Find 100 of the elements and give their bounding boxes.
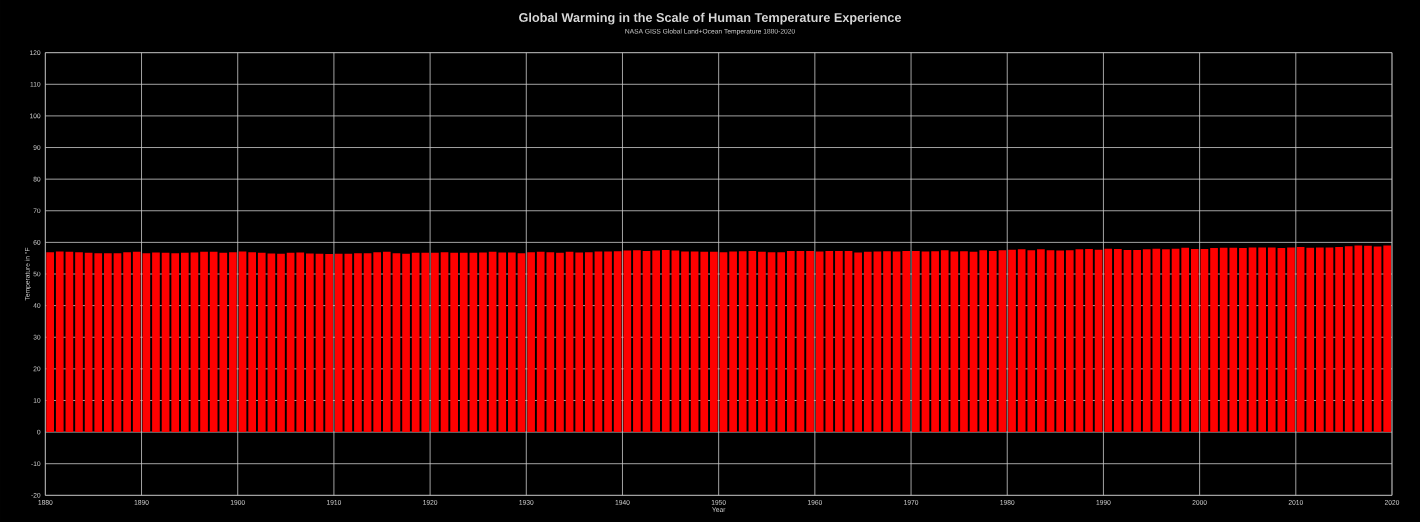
bar xyxy=(459,252,468,433)
bar xyxy=(1056,250,1064,433)
bar xyxy=(758,251,766,433)
bar xyxy=(873,251,882,433)
bar xyxy=(469,252,478,433)
bar xyxy=(960,251,968,433)
bar xyxy=(642,250,651,433)
bar xyxy=(767,252,776,433)
bar xyxy=(1104,248,1113,433)
bar xyxy=(806,250,814,433)
bar xyxy=(1316,247,1324,433)
bar xyxy=(1277,248,1286,433)
bar xyxy=(46,252,54,433)
bar xyxy=(229,252,237,433)
bar xyxy=(835,250,843,433)
bar xyxy=(508,252,516,433)
bar xyxy=(84,252,93,433)
bar xyxy=(796,250,805,433)
bar xyxy=(450,252,458,433)
bar xyxy=(652,250,660,433)
bar xyxy=(354,253,362,433)
bar xyxy=(863,251,872,433)
bar xyxy=(123,252,131,433)
bar xyxy=(1171,248,1180,433)
bar xyxy=(969,251,978,433)
bar xyxy=(931,251,939,433)
bar xyxy=(633,250,641,433)
bar xyxy=(1075,249,1084,433)
bar xyxy=(479,252,487,433)
bar xyxy=(902,250,911,433)
bar xyxy=(912,250,920,433)
bar xyxy=(55,251,64,433)
bar xyxy=(113,253,122,433)
bar xyxy=(440,252,449,433)
bar xyxy=(710,251,718,433)
bar xyxy=(257,252,266,433)
bar xyxy=(1065,250,1074,433)
bar xyxy=(1306,247,1315,433)
bar xyxy=(152,252,160,433)
bar xyxy=(527,252,535,433)
bar xyxy=(180,252,189,433)
bar xyxy=(1287,247,1295,433)
chart-title: Global Warming in the Scale of Human Temperature Experience xyxy=(519,12,902,25)
bar xyxy=(892,251,901,433)
bar xyxy=(171,253,180,433)
bar xyxy=(267,253,276,433)
bar xyxy=(883,251,891,433)
bar xyxy=(315,253,324,433)
bar xyxy=(1364,245,1372,433)
bar xyxy=(1181,247,1190,433)
bar xyxy=(998,250,1007,433)
bar xyxy=(238,251,247,433)
bar xyxy=(1239,248,1247,433)
bar xyxy=(75,252,83,433)
bar xyxy=(854,252,862,433)
bar xyxy=(556,252,564,433)
bar xyxy=(382,251,391,433)
bar xyxy=(1373,246,1382,433)
bar xyxy=(729,251,737,433)
bar xyxy=(594,251,603,433)
bar xyxy=(65,251,74,433)
bar xyxy=(161,252,170,433)
bar xyxy=(94,253,103,433)
bar xyxy=(1133,249,1141,433)
bar xyxy=(1210,248,1218,433)
bar xyxy=(604,251,612,433)
bar xyxy=(575,252,584,433)
bar xyxy=(690,251,699,433)
bar xyxy=(921,251,930,433)
bar xyxy=(1094,249,1103,433)
bar xyxy=(392,253,401,433)
bar xyxy=(681,251,689,433)
bar xyxy=(1046,250,1055,433)
bar xyxy=(498,252,507,433)
bar xyxy=(306,253,314,433)
bar xyxy=(1383,245,1392,433)
bar xyxy=(1123,249,1132,433)
bar xyxy=(777,252,786,433)
bar xyxy=(700,251,709,433)
bar xyxy=(1085,249,1093,433)
bar xyxy=(325,254,333,433)
bar xyxy=(565,251,574,433)
bar xyxy=(248,252,256,433)
bar xyxy=(1248,247,1257,433)
bar xyxy=(200,251,208,433)
bar xyxy=(402,253,410,433)
bar xyxy=(190,252,199,433)
bar xyxy=(1267,247,1276,433)
bar xyxy=(661,249,670,433)
bar xyxy=(517,253,526,433)
bar xyxy=(1008,249,1016,433)
bar xyxy=(671,250,680,433)
bar xyxy=(363,253,372,433)
bar xyxy=(1335,247,1343,433)
bar xyxy=(1258,247,1266,433)
bar xyxy=(296,252,305,433)
bar xyxy=(979,250,988,433)
bar xyxy=(1296,247,1305,433)
bar xyxy=(719,252,728,433)
bar xyxy=(786,250,795,433)
